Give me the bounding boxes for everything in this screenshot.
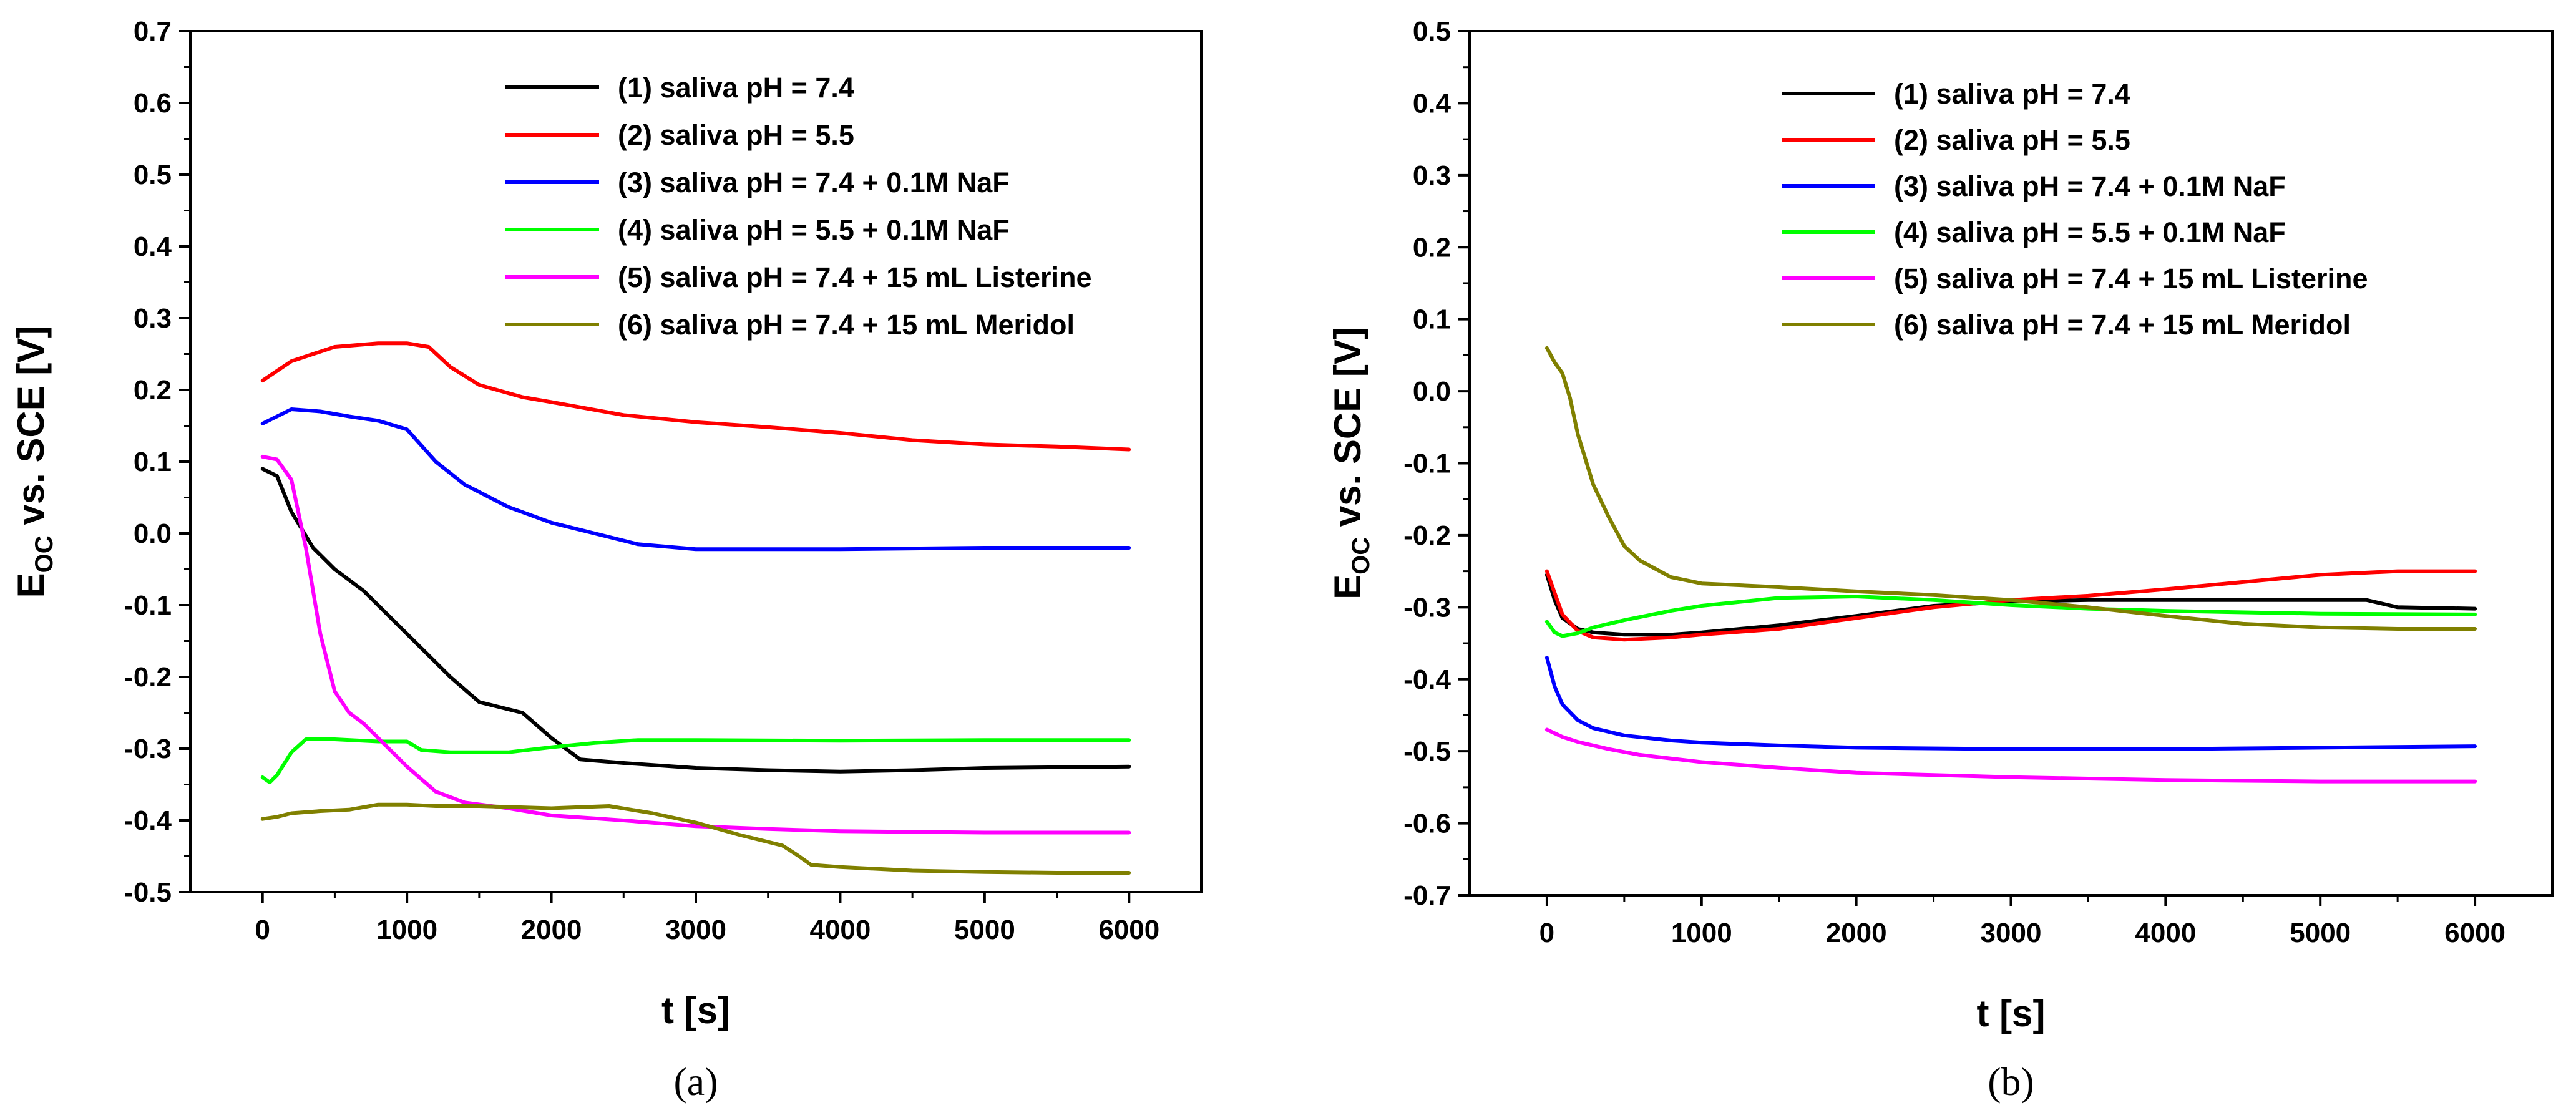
x-tick-label: 0 [255, 915, 270, 945]
x-tick-label: 2000 [521, 915, 582, 945]
series-line-2 [1544, 569, 2477, 642]
y-tick-label: -0.6 [1403, 809, 1451, 839]
x-axis-label: t [s] [661, 989, 730, 1031]
legend-label-3: (3) saliva pH = 7.4 + 0.1M NaF [1894, 170, 2286, 202]
series-line-6 [260, 802, 1131, 875]
y-tick-label: 0.5 [134, 160, 172, 190]
y-tick-label: -0.1 [124, 590, 172, 621]
series-line-2 [260, 341, 1131, 452]
legend-label-2: (2) saliva pH = 5.5 [1894, 124, 2130, 156]
y-tick-label: -0.7 [1403, 880, 1451, 911]
y-tick-label: 0.3 [134, 303, 172, 334]
y-tick-label: -0.5 [124, 877, 172, 908]
series-line-5 [1544, 727, 2477, 784]
series-line-6 [1544, 346, 2477, 631]
y-tick-label: 0.4 [134, 231, 172, 262]
x-tick-label: 6000 [1098, 915, 1159, 945]
y-tick-label: -0.3 [124, 734, 172, 764]
y-axis-label: EOC vs. SCE [V] [1327, 327, 1375, 600]
panel-b: 0.5 0.4 0.3 0.2 0.1 0.0 -0.1 -0.2 -0.3 -0.4 -0.5 -0… [1327, 16, 2554, 1104]
legend-label-2: (2) saliva pH = 5.5 [618, 119, 854, 151]
y-tick-label: 0.1 [134, 447, 172, 477]
series-line-3 [260, 407, 1131, 552]
x-tick-label: 6000 [2444, 918, 2505, 948]
y-tick-label: 0.1 [1413, 304, 1451, 335]
series-line-4 [260, 737, 1131, 784]
y-tick-label: 0.6 [134, 88, 172, 119]
x-tick-label: 5000 [954, 915, 1015, 945]
x-tick-label: 3000 [665, 915, 726, 945]
legend-label-6: (6) saliva pH = 7.4 + 15 mL Meridol [1894, 309, 2351, 341]
y-tick-label: -0.3 [1403, 592, 1451, 623]
y-tick-label: -0.4 [1403, 664, 1451, 695]
y-tick-label: -0.1 [1403, 449, 1451, 479]
x-tick-label: 2000 [1826, 918, 1887, 948]
x-tick-label: 3000 [1981, 918, 2042, 948]
series-line-5 [260, 454, 1131, 835]
x-tick-label: 4000 [809, 915, 871, 945]
legend-label-1: (1) saliva pH = 7.4 [1894, 78, 2130, 110]
y-tick-label: 0.5 [1413, 16, 1451, 47]
legend-label-3: (3) saliva pH = 7.4 + 0.1M NaF [618, 167, 1010, 198]
y-tick-label: 0.3 [1413, 160, 1451, 191]
y-tick-label: 0.7 [134, 16, 172, 47]
x-tick-label: 1000 [376, 915, 437, 945]
y-axis-label: EOC vs. SCE [V] [10, 326, 58, 598]
y-tick-label: -0.5 [1403, 736, 1451, 767]
y-tick-label: -0.4 [124, 805, 172, 836]
y-tick-label: 0.0 [1413, 376, 1451, 407]
panel-label: (a) [673, 1059, 718, 1104]
legend-label-5: (5) saliva pH = 7.4 + 15 mL Listerine [1894, 263, 2368, 294]
y-tick-label: 0.4 [1413, 88, 1451, 119]
y-tick-label: 0.2 [134, 375, 172, 406]
panel-label: (b) [1988, 1059, 2034, 1104]
panel-a: 0.7 0.6 0.5 0.4 0.3 0.2 0.1 0.0 -0.1 -0.2 -0.3 -0.4… [10, 16, 1203, 1104]
x-tick-label: 0 [1539, 918, 1554, 948]
legend-label-4: (4) saliva pH = 5.5 + 0.1M NaF [618, 214, 1010, 246]
plot-frame [189, 30, 1203, 893]
y-tick-label: 0.0 [134, 518, 172, 549]
legend-label-4: (4) saliva pH = 5.5 + 0.1M NaF [1894, 216, 2286, 248]
x-tick-label: 5000 [2290, 918, 2351, 948]
x-axis-label: t [s] [1977, 993, 2046, 1034]
x-tick-label: 1000 [1671, 918, 1732, 948]
y-tick-label: 0.2 [1413, 232, 1451, 263]
legend-label-6: (6) saliva pH = 7.4 + 15 mL Meridol [618, 309, 1075, 341]
series-line-3 [1544, 656, 2477, 751]
y-tick-label: -0.2 [124, 662, 172, 693]
legend-label-5: (5) saliva pH = 7.4 + 15 mL Listerine [618, 261, 1092, 293]
legend-label-1: (1) saliva pH = 7.4 [618, 72, 854, 104]
series-line-1 [260, 467, 1131, 774]
plot-frame [1468, 30, 2554, 897]
y-tick-label: -0.2 [1403, 520, 1451, 551]
x-tick-label: 4000 [2135, 918, 2196, 948]
